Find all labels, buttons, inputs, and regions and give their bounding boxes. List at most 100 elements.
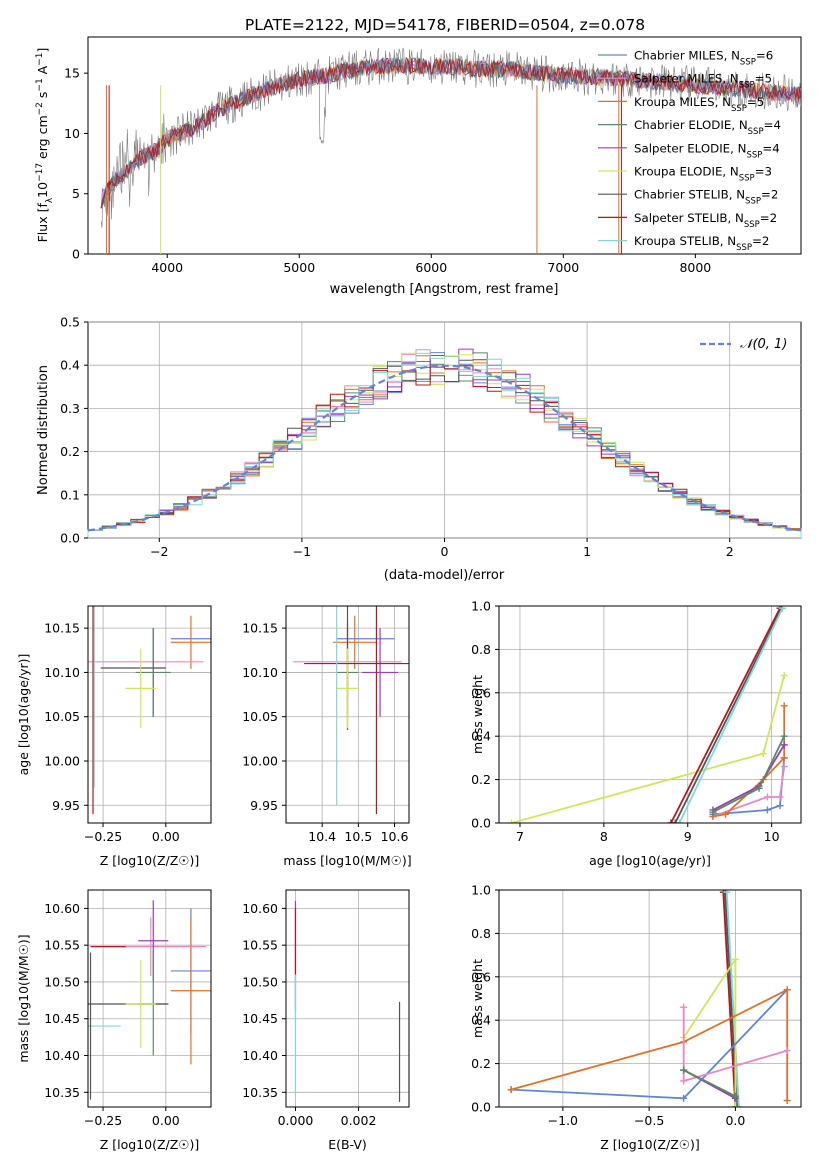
residuals-ticks: −2 −1 0 1 2 0.0 0.1 0.2 0.3 0.4 0.5 — [60, 315, 734, 560]
mass_vs_Z-panel: −0.25 0.00 10.35 10.40 10.45 10.50 10.55 10.60 Z… — [16, 889, 212, 1152]
spectrum-xlabel: wavelength [Angstrom, rest frame] — [330, 282, 559, 297]
spectrum-ytick-label: 10 — [64, 126, 80, 141]
weight_vs_age-frame — [498, 605, 802, 824]
age_vs_Z-ytick-label: 10.15 — [44, 621, 80, 636]
figure-title: PLATE=2122, MJD=54178, FIBERID=0504, z=0… — [245, 16, 645, 34]
weight_vs_Z-ytick-label: 0.2 — [471, 1056, 491, 1071]
residuals-ytick-label: 0.3 — [60, 401, 80, 416]
spectrum-xtick-label: 5000 — [283, 260, 315, 275]
weight_vs_age-xtick-label: 10 — [764, 829, 780, 844]
mass_vs_Z-xtick-label: −0.25 — [84, 1113, 122, 1128]
residuals-xlabel: (data-model)/error — [384, 568, 505, 583]
weight_vs_Z-xtick-label: −1.0 — [548, 1113, 578, 1128]
weight_vs_Z-series-6-marker-1 — [680, 1077, 688, 1085]
mass_vs_Z-ytick-label: 10.45 — [44, 1011, 80, 1026]
weight_vs_Z-xtick-label: −0.5 — [634, 1113, 664, 1128]
age_vs_mass-xtick-label: 10.4 — [308, 829, 336, 844]
residuals-ytick-label: 0.4 — [60, 358, 80, 373]
weight_vs_age-series-7-marker-2 — [780, 741, 788, 749]
weight_vs_age-ytick-label: 0.8 — [471, 642, 491, 657]
age_vs_mass-frame — [285, 605, 410, 824]
age_vs_mass-panel: 10.4 10.5 10.6 9.95 10.00 10.05 10.10 10.15 mass… — [242, 605, 412, 868]
weight_vs_age-series-2-marker-0 — [671, 819, 679, 823]
spectrum-plot-area — [100, 47, 801, 254]
spectrum-ytick-label: 15 — [64, 66, 80, 81]
weight_vs_Z-series-3-marker-2 — [731, 1103, 739, 1107]
weight_vs_age-panel: 7 8 9 10 0.0 0.2 0.4 0.6 0.8 1.0 age [log10(age/yr… — [470, 599, 802, 868]
age_vs_Z-ytick-label: 10.10 — [44, 665, 80, 680]
gaussian-legend-label: 𝒩(0, 1) — [740, 337, 787, 352]
mass_vs_ebv-xtick-label: 0.000 — [278, 1113, 314, 1128]
mass_vs_Z-ylabel: mass [log10(M/M☉)] — [16, 934, 31, 1062]
mass_vs_Z-ytick-label: 10.55 — [44, 938, 80, 953]
weight_vs_Z-ytick-label: 0.8 — [471, 926, 491, 941]
weight_vs_Z-background — [499, 890, 801, 1107]
age_vs_mass-ytick-label: 10.05 — [242, 709, 278, 724]
weight_vs_age-plot-area — [508, 606, 788, 823]
age_vs_Z-ytick-label: 9.95 — [52, 798, 80, 813]
weight_vs_age-series-5-marker-1 — [763, 793, 771, 801]
age_vs_Z-frame — [87, 605, 212, 824]
mass_vs_Z-ytick-label: 10.50 — [44, 974, 80, 989]
weight_vs_Z-xlabel: Z [log10(Z/Z☉)] — [600, 1137, 700, 1152]
gaussian-curve — [87, 364, 802, 532]
age_vs_Z-panel: −0.25 0.00 9.95 10.00 10.05 10.10 10.15 Z [log1… — [16, 605, 212, 868]
residuals-ytick-label: 0.0 — [60, 531, 80, 546]
spectrum-xtick-label: 8000 — [679, 260, 711, 275]
age_vs_Z-xlabel: Z [log10(Z/Z☉)] — [100, 853, 200, 868]
mass_vs_ebv-background — [286, 890, 409, 1107]
spectrum-xtick-label: 7000 — [547, 260, 579, 275]
age_vs_Z-ytick-label: 10.05 — [44, 709, 80, 724]
weight_vs_Z-series-1-marker-1 — [733, 1103, 741, 1107]
weight_vs_age-series-5 — [712, 766, 786, 818]
mass_vs_ebv-ytick-label: 10.55 — [242, 938, 278, 953]
mass_vs_ebv-ytick-label: 10.45 — [242, 1011, 278, 1026]
weight_vs_age-series-8-marker-2 — [780, 732, 788, 740]
weight_vs_age-xtick-label: 8 — [600, 829, 608, 844]
weight_vs_Z-series-8-marker-0 — [680, 1066, 688, 1074]
weight_vs_age-xlabel: age [log10(age/yr)] — [589, 853, 711, 868]
spectrum-model-line-7 — [100, 56, 801, 209]
weight_vs_age-series-5-marker-2 — [776, 793, 784, 801]
weight_vs_age-ytick-label: 0.0 — [471, 816, 491, 831]
age_vs_mass-ytick-label: 10.00 — [242, 754, 278, 769]
weight_vs_age-series-3 — [678, 607, 784, 823]
weight_vs_age-series-0-marker-2 — [780, 671, 788, 679]
age_vs_mass-ytick-label: 10.15 — [242, 621, 278, 636]
residuals-histogram-kroupa_stelib — [87, 352, 802, 538]
spectrum-model-line-0 — [100, 57, 801, 209]
residuals-xtick-label: 2 — [726, 544, 734, 559]
spectrum-model-line-6 — [100, 57, 801, 209]
weight_vs_age-ytick-label: 0.6 — [471, 685, 491, 700]
age_vs_Z-xtick-label: −0.25 — [84, 829, 122, 844]
mass_vs_Z-xlabel: Z [log10(Z/Z☉)] — [100, 1137, 200, 1152]
mass_vs_ebv-ytick-label: 10.50 — [242, 974, 278, 989]
residuals-panel: −2 −1 0 1 2 0.0 0.1 0.2 0.3 0.4 0.5 (data-model)/e… — [36, 315, 802, 583]
weight_vs_age-ytick-label: 0.4 — [471, 729, 491, 744]
spectrum-ytick-label: 5 — [72, 186, 80, 201]
weight_vs_age-series-1 — [670, 607, 781, 823]
mass_vs_ebv-ytick-label: 10.40 — [242, 1048, 278, 1063]
mass_vs_Z-plot-area — [88, 900, 211, 1100]
weight_vs_Z-series-8 — [683, 1069, 736, 1098]
mass_vs_ebv-frame — [285, 889, 410, 1108]
mass_vs_Z-ytick-label: 10.40 — [44, 1048, 80, 1063]
weight_vs_age-series-3-marker-1 — [779, 606, 787, 612]
residuals-xtick-label: −1 — [293, 544, 311, 559]
weight_vs_age-series-6-marker-3 — [780, 754, 788, 762]
mass_vs_ebv-xlabel: E(B-V) — [328, 1137, 367, 1152]
weight_vs_Z-ytick-label: 0.4 — [471, 1013, 491, 1028]
residuals-ytick-label: 0.5 — [60, 315, 80, 330]
residuals-ytick-label: 0.1 — [60, 487, 80, 502]
spectrum-xtick-label: 4000 — [151, 260, 183, 275]
weight_vs_Z-ytick-label: 0.6 — [471, 969, 491, 984]
mass_vs_Z-ytick-label: 10.60 — [44, 901, 80, 916]
weight_vs_Z-series-2 — [725, 892, 740, 1107]
weight_vs_Z-series-6-marker-2 — [783, 1047, 791, 1055]
weight_vs_Z-ylabel: mass weight — [470, 959, 485, 1038]
weight_vs_age-series-3-marker-0 — [675, 819, 683, 823]
weight_vs_Z-series-5-marker-2 — [783, 986, 791, 994]
age_vs_mass-xtick-label: 10.5 — [344, 829, 372, 844]
age_vs_Z-xtick-label: 0.00 — [152, 829, 180, 844]
residuals-xtick-label: 0 — [441, 544, 449, 559]
